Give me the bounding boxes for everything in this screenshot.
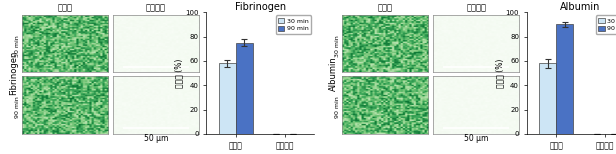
Legend: 30 min, 90 min: 30 min, 90 min	[275, 15, 311, 34]
Text: 90 min: 90 min	[335, 96, 340, 118]
Text: 50 μm: 50 μm	[144, 134, 168, 144]
Text: Albumin: Albumin	[329, 56, 338, 91]
Text: 나노유막: 나노유막	[146, 3, 166, 12]
Text: 90 min: 90 min	[15, 96, 20, 118]
Bar	[556, 24, 573, 134]
Bar	[236, 43, 253, 134]
Bar	[219, 63, 236, 134]
Text: 50 μm: 50 μm	[464, 134, 488, 144]
Legend: 30 min, 90 min: 30 min, 90 min	[596, 15, 616, 34]
Y-axis label: 부착률 (%): 부착률 (%)	[175, 59, 184, 88]
Title: Fibrinogen: Fibrinogen	[235, 2, 286, 12]
Text: 30 min: 30 min	[15, 36, 20, 57]
Text: 비교군: 비교군	[378, 3, 392, 12]
Bar	[539, 63, 556, 134]
Title: Albumin: Albumin	[561, 2, 601, 12]
Y-axis label: 부착률 (%): 부착률 (%)	[495, 59, 504, 88]
Text: 비교군: 비교군	[57, 3, 72, 12]
Text: 30 min: 30 min	[335, 36, 340, 57]
Text: 나노유막: 나노유막	[466, 3, 486, 12]
Text: Fibrinogen: Fibrinogen	[9, 51, 18, 95]
